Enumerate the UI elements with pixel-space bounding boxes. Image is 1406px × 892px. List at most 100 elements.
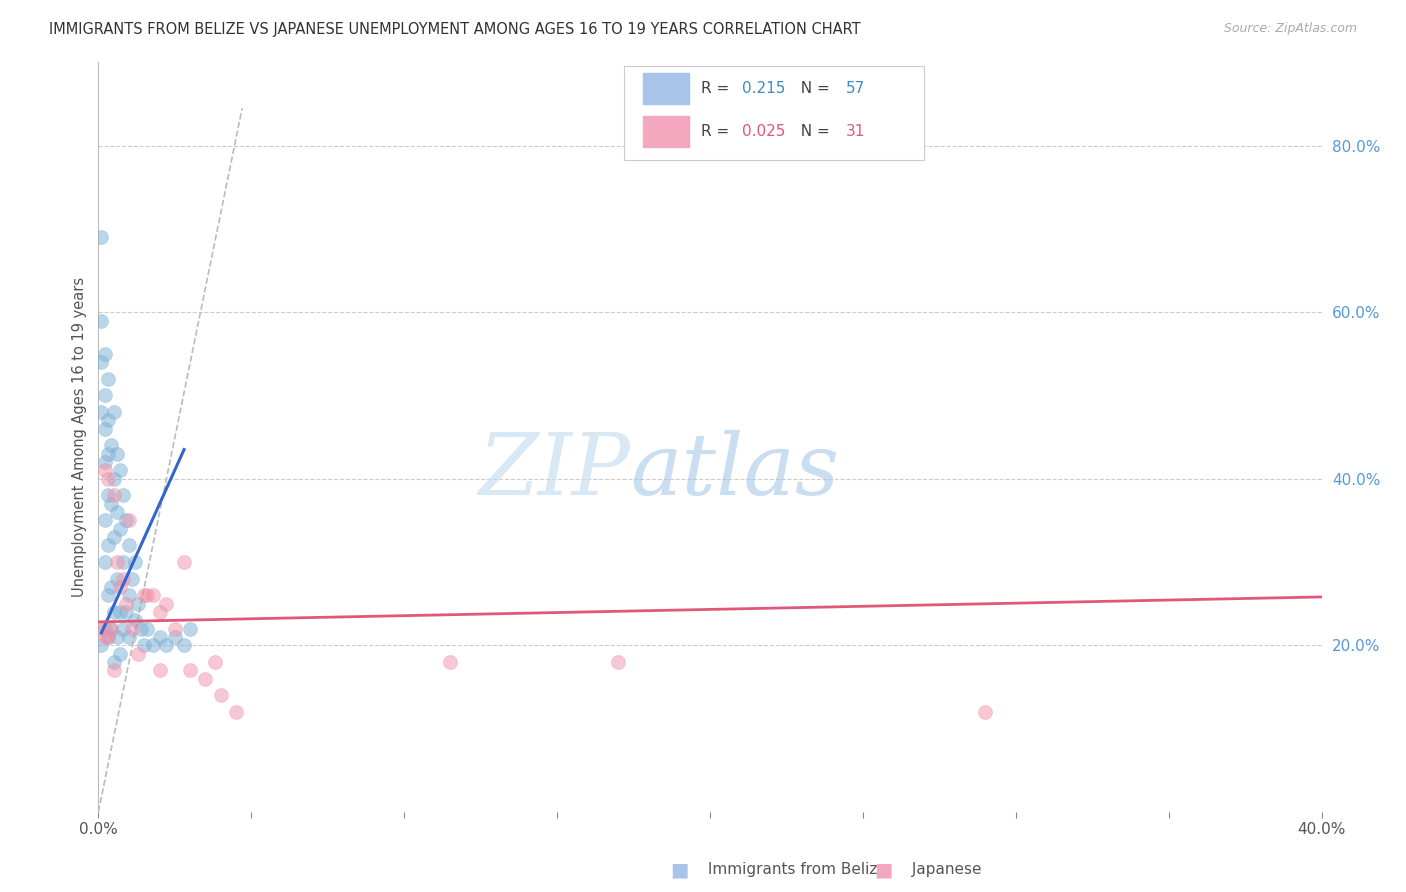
Text: Source: ZipAtlas.com: Source: ZipAtlas.com (1223, 22, 1357, 36)
Text: ■: ■ (875, 860, 893, 880)
Point (93, 455, 115, 469)
Point (111, 572, 134, 586)
Point (90, 638, 112, 652)
Point (974, 705, 997, 719)
Point (90, 622, 112, 636)
Point (90, 313, 112, 327)
Point (149, 605, 172, 619)
Point (103, 530, 125, 544)
Point (100, 580, 122, 594)
Text: 31: 31 (846, 124, 865, 139)
Point (90, 355, 112, 369)
Text: ZIP: ZIP (478, 429, 630, 512)
Point (105, 630, 128, 644)
Point (93, 347, 115, 361)
Point (97, 372, 120, 386)
Text: N =: N = (790, 81, 834, 95)
Point (129, 622, 152, 636)
Point (111, 488, 134, 502)
Point (173, 555, 195, 569)
Point (118, 630, 141, 644)
Point (97, 447, 120, 461)
Point (93, 622, 115, 636)
Point (100, 438, 122, 452)
Point (97, 588, 120, 602)
Point (100, 622, 122, 636)
Text: ■: ■ (671, 860, 689, 880)
Point (118, 538, 141, 552)
Point (127, 647, 149, 661)
Text: N =: N = (790, 124, 834, 139)
Point (105, 572, 128, 586)
Point (103, 472, 125, 486)
Point (124, 613, 146, 627)
Point (108, 522, 131, 536)
Point (124, 555, 146, 569)
Point (90, 230, 112, 244)
Point (97, 472, 120, 486)
Point (121, 572, 143, 586)
Point (136, 588, 159, 602)
Point (127, 597, 149, 611)
Point (97, 538, 120, 552)
Point (142, 588, 165, 602)
Y-axis label: Unemployment Among Ages 16 to 19 years: Unemployment Among Ages 16 to 19 years (72, 277, 87, 597)
Point (105, 555, 128, 569)
Point (607, 655, 630, 669)
Point (97, 630, 120, 644)
Point (93, 463, 115, 477)
Text: 0.025: 0.025 (742, 124, 785, 139)
Point (179, 663, 201, 677)
Point (134, 638, 156, 652)
Point (93, 422, 115, 436)
Point (97, 488, 120, 502)
Point (103, 605, 125, 619)
Point (108, 580, 131, 594)
Point (111, 555, 134, 569)
Point (121, 622, 143, 636)
Point (93, 513, 115, 527)
Point (163, 622, 186, 636)
Point (225, 705, 247, 719)
Point (173, 638, 195, 652)
FancyBboxPatch shape (643, 116, 689, 147)
Point (136, 622, 159, 636)
Point (115, 513, 138, 527)
Text: 57: 57 (846, 81, 865, 95)
Text: Japanese: Japanese (907, 863, 981, 877)
Point (93, 555, 115, 569)
Point (103, 488, 125, 502)
Point (118, 513, 141, 527)
Point (111, 622, 134, 636)
Point (90, 405, 112, 419)
Point (103, 405, 125, 419)
Text: 0.215: 0.215 (742, 81, 785, 95)
Point (142, 638, 165, 652)
Point (118, 588, 141, 602)
Point (194, 672, 217, 686)
FancyBboxPatch shape (624, 66, 924, 160)
Point (108, 647, 131, 661)
Point (149, 663, 172, 677)
Point (105, 505, 128, 519)
Point (105, 447, 128, 461)
Point (149, 630, 172, 644)
Point (163, 630, 186, 644)
Point (100, 497, 122, 511)
Text: atlas: atlas (630, 429, 839, 512)
Point (108, 605, 131, 619)
Point (155, 597, 177, 611)
Point (439, 655, 461, 669)
Text: IMMIGRANTS FROM BELIZE VS JAPANESE UNEMPLOYMENT AMONG AGES 16 TO 19 YEARS CORREL: IMMIGRANTS FROM BELIZE VS JAPANESE UNEMP… (49, 22, 860, 37)
Point (179, 622, 201, 636)
FancyBboxPatch shape (643, 72, 689, 104)
Point (103, 663, 125, 677)
Point (108, 463, 131, 477)
Point (134, 588, 156, 602)
Text: Immigrants from Belize: Immigrants from Belize (703, 863, 887, 877)
Point (155, 638, 177, 652)
Point (103, 655, 125, 669)
Point (209, 688, 232, 702)
Point (204, 655, 226, 669)
Point (93, 388, 115, 402)
